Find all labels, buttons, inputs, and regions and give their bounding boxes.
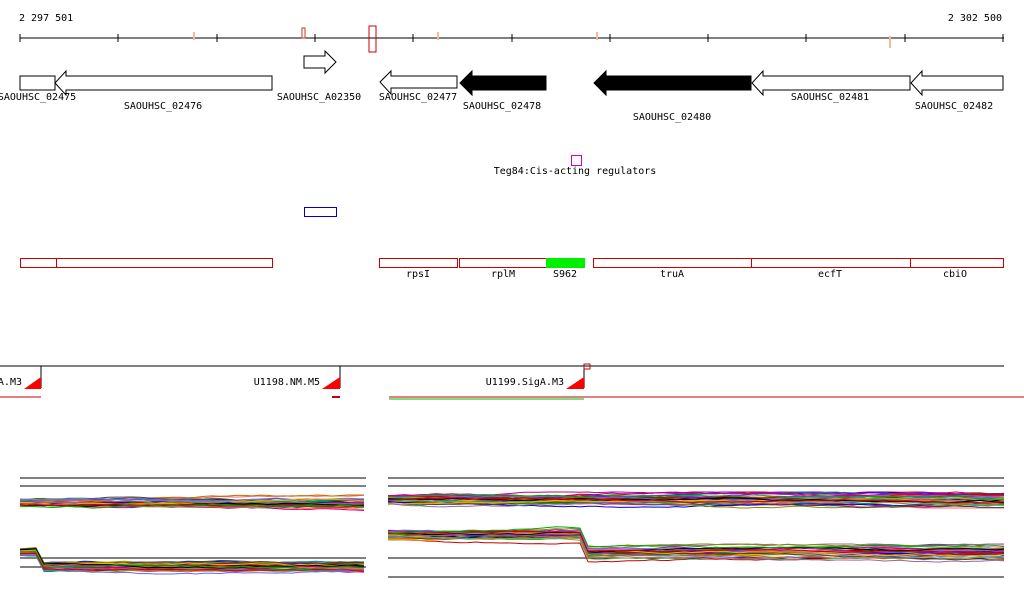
expression-trace	[387, 501, 1005, 509]
gene-arrow-02478	[459, 69, 547, 97]
expression-trace	[19, 498, 365, 506]
expression-trace	[387, 531, 1005, 553]
expression-trace	[19, 552, 365, 572]
expression-trace	[388, 536, 1005, 561]
expression-trace	[387, 491, 1005, 499]
regulator-box[interactable]	[571, 155, 582, 166]
expression-trace	[19, 548, 365, 569]
gene-arrow-a02350	[303, 49, 337, 75]
feature-label-rpsI: rpsI	[405, 269, 431, 280]
gene-label-02481[interactable]: SAOUHSC_02481	[790, 92, 870, 103]
tu-label-1198[interactable]: U1198.NM.M5	[253, 377, 320, 388]
gene-label-02478[interactable]: SAOUHSC_02478	[462, 101, 542, 112]
expression-trace	[387, 497, 1005, 504]
expression-trace	[19, 554, 365, 575]
expression-trace	[19, 551, 365, 570]
feature-label-S962: S962	[552, 269, 578, 280]
ruler-end-label: 2 302 500	[947, 13, 1002, 24]
tu-label-1199[interactable]: U1199.SigA.M3	[485, 377, 564, 388]
expression-trace	[19, 503, 365, 508]
expression-trace	[387, 530, 1005, 554]
tss-marker	[566, 377, 584, 389]
gene-label-02475[interactable]: SAOUHSC_02475	[0, 92, 77, 103]
feature-box-rpsI[interactable]	[379, 258, 458, 268]
gene-arrow-02480	[593, 69, 752, 97]
gene-label-a02350[interactable]: SAOUHSC_A02350	[276, 92, 362, 103]
tss-marker	[322, 377, 340, 389]
feature-label-truA: truA	[659, 269, 685, 280]
regulator-label: Teg84:Cis-acting regulators	[493, 166, 657, 177]
gene-label-02480[interactable]: SAOUHSC_02480	[632, 112, 712, 123]
expression-trace	[387, 497, 1005, 504]
expression-trace	[19, 503, 365, 509]
expression-trace	[387, 536, 1005, 561]
feature-label-ecfT: ecfT	[817, 269, 843, 280]
expression-trace	[19, 497, 365, 503]
expression-trace	[387, 534, 1005, 563]
feature-label-cbiO: cbiO	[942, 269, 968, 280]
feature-box[interactable]	[56, 258, 273, 268]
gene-arrow-02482	[910, 69, 1004, 97]
gene-arrow-02476	[54, 69, 273, 97]
expression-trace	[19, 549, 365, 567]
feature-label-rplM: rplM	[490, 269, 516, 280]
gene-arrow-02475	[19, 75, 56, 91]
ruler-start-label: 2 297 501	[19, 13, 74, 24]
expression-trace	[388, 532, 1005, 557]
gene-arrow-02477	[379, 69, 458, 96]
gene-label-02477[interactable]: SAOUHSC_02477	[378, 92, 458, 103]
expression-trace	[19, 499, 365, 505]
feature-box-blue[interactable]	[304, 207, 337, 217]
feature-box-S962[interactable]	[546, 258, 585, 268]
tss-marker	[24, 377, 41, 389]
gene-label-02482[interactable]: SAOUHSC_02482	[914, 101, 994, 112]
expression-trace	[387, 493, 1005, 500]
tu-label-left[interactable]: A.M3	[0, 377, 22, 388]
expression-trace	[19, 551, 364, 570]
feature-box-cbiO[interactable]	[910, 258, 1004, 268]
expression-trace	[387, 526, 1005, 549]
gene-label-02476[interactable]: SAOUHSC_02476	[123, 101, 203, 112]
gene-arrow-02481	[751, 69, 911, 97]
